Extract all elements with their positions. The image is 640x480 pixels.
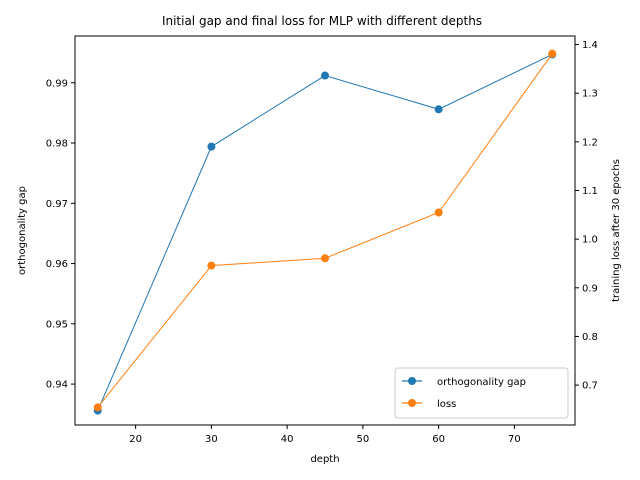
data-point-gap — [434, 105, 443, 114]
data-point-gap — [321, 71, 329, 80]
series-line-gap — [97, 53, 553, 411]
legend: orthogonality gap loss — [394, 367, 569, 419]
right-y-tick-label: 0.8 — [582, 332, 598, 343]
left-y-tick-label: 0.99 — [46, 78, 68, 89]
right-y-tick-label: 1.2 — [582, 137, 598, 148]
left-y-tick-label: 0.95 — [46, 319, 68, 330]
x-tick-label: 70 — [508, 434, 521, 445]
left-y-axis-label: orthogonality gap — [17, 186, 28, 275]
data-point-loss — [434, 208, 443, 217]
right-y-tick-label: 0.7 — [582, 381, 598, 392]
plot-frame — [74, 35, 576, 426]
right-y-tick-label: 1.3 — [582, 89, 598, 100]
x-axis-label: depth — [310, 454, 339, 465]
x-tick-label: 40 — [281, 434, 294, 445]
left-y-axis: 0.94 0.95 0.96 0.97 0.98 0.99 — [46, 78, 75, 391]
data-point-loss — [93, 403, 102, 412]
plot-area — [93, 49, 557, 415]
x-tick-label: 20 — [129, 434, 142, 445]
legend-box — [394, 367, 569, 419]
right-y-axis: 0.7 0.8 0.9 1.0 1.1 1.2 1.3 1.4 — [575, 40, 598, 392]
legend-label-gap: orthogonality gap — [437, 377, 526, 388]
x-tick-label: 50 — [357, 434, 370, 445]
x-axis: 20 30 40 50 60 70 — [129, 425, 521, 445]
legend-marker-gap — [408, 377, 416, 385]
legend-marker-loss — [408, 399, 416, 407]
data-point-loss — [207, 261, 216, 270]
legend-label-loss: loss — [437, 399, 456, 410]
series-line-loss — [97, 53, 553, 408]
x-tick-label: 30 — [205, 434, 218, 445]
data-point-loss — [548, 49, 557, 58]
chart-title: Initial gap and final loss for MLP with … — [162, 14, 482, 28]
right-y-tick-label: 1.4 — [582, 40, 598, 51]
data-point-gap — [207, 142, 216, 151]
left-y-tick-label: 0.98 — [46, 139, 68, 150]
right-y-tick-label: 1.1 — [582, 186, 598, 197]
left-y-tick-label: 0.97 — [46, 199, 68, 210]
right-y-tick-label: 1.0 — [582, 235, 598, 246]
right-y-axis-label: training loss after 30 epochs — [611, 159, 622, 302]
left-y-tick-label: 0.94 — [46, 380, 68, 391]
right-y-tick-label: 0.9 — [582, 283, 598, 294]
x-tick-label: 60 — [432, 434, 445, 445]
data-point-loss — [321, 254, 329, 263]
left-y-tick-label: 0.96 — [46, 259, 68, 270]
